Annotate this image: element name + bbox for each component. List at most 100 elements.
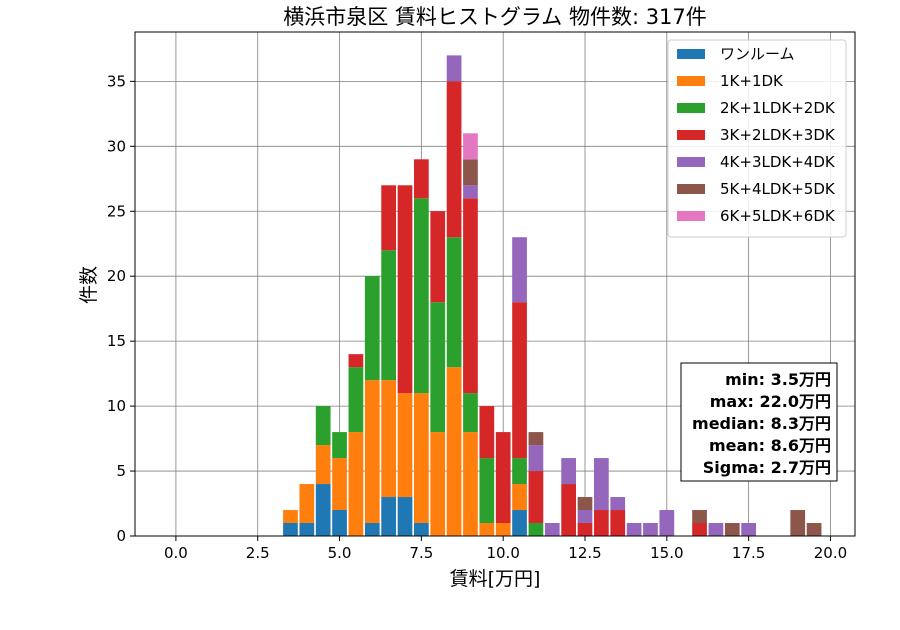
bar-segment-4 bbox=[414, 159, 429, 199]
legend-swatch bbox=[677, 157, 705, 167]
bar-segment-3 bbox=[479, 458, 495, 524]
bar-segment-2 bbox=[397, 393, 413, 498]
bar-segment-1 bbox=[381, 497, 396, 536]
bar-segment-3 bbox=[446, 237, 462, 368]
bar-segment-4 bbox=[561, 484, 576, 536]
chart-title: 横浜市泉区 賃料ヒストグラム 物件数: 317件 bbox=[283, 5, 707, 29]
bar-segment-6 bbox=[724, 523, 740, 536]
bar-segment-6 bbox=[806, 523, 822, 536]
y-tick-label: 5 bbox=[116, 462, 126, 480]
bar-segment-5 bbox=[741, 523, 756, 536]
bar-segment-5 bbox=[446, 55, 462, 82]
bar-segment-5 bbox=[643, 523, 658, 536]
bar-segment-7 bbox=[463, 133, 478, 160]
plot-frame bbox=[134, 31, 856, 537]
x-tick-label: 7.5 bbox=[409, 544, 433, 562]
legend-label: 1K+1DK bbox=[720, 72, 784, 90]
bar-segment-3 bbox=[414, 198, 429, 394]
bar-segment-6 bbox=[692, 510, 707, 524]
stats-line: min: 3.5万円 bbox=[725, 370, 831, 389]
grid bbox=[135, 32, 855, 537]
legend-label: 6K+5LDK+6DK bbox=[720, 207, 836, 225]
bar-segment-4 bbox=[495, 432, 511, 524]
bar-segment-4 bbox=[512, 302, 527, 459]
bar-segment-2 bbox=[430, 432, 446, 536]
bar-segment-5 bbox=[610, 497, 626, 511]
bar-segment-1 bbox=[512, 510, 527, 536]
legend: ワンルーム 1K+1DK 2K+1LDK+2DK 3K+2LDK+3DK 4K+3LDK… bbox=[667, 39, 847, 238]
bar-segment-4 bbox=[430, 211, 446, 303]
bar-segment-5 bbox=[528, 445, 544, 472]
bar-segment-2 bbox=[446, 367, 462, 536]
bar-segment-5 bbox=[626, 523, 642, 536]
bar-segment-2 bbox=[414, 393, 429, 524]
x-tick-label: 2.5 bbox=[246, 544, 270, 562]
bar-segment-4 bbox=[397, 185, 413, 394]
legend-swatch bbox=[677, 49, 705, 59]
bar-segment-1 bbox=[299, 523, 315, 536]
bar-segment-2 bbox=[512, 484, 527, 511]
bar-segment-4 bbox=[446, 81, 462, 238]
bar-segment-1 bbox=[283, 523, 298, 536]
legend-swatch bbox=[677, 211, 705, 221]
bar-segment-2 bbox=[479, 523, 495, 536]
legend-swatch bbox=[677, 130, 705, 140]
bar-segment-4 bbox=[610, 510, 626, 536]
x-tick-label: 20.0 bbox=[814, 544, 847, 562]
legend-swatch bbox=[677, 184, 705, 194]
bar-segment-1 bbox=[332, 510, 347, 536]
bars bbox=[283, 55, 822, 536]
bar-segment-3 bbox=[364, 276, 380, 381]
bar-segment-2 bbox=[299, 484, 315, 524]
x-tick-label: 15.0 bbox=[650, 544, 683, 562]
legend-box bbox=[667, 39, 847, 238]
legend-label: 5K+4LDK+5DK bbox=[720, 180, 836, 198]
bar-segment-5 bbox=[512, 237, 527, 303]
bar-segment-5 bbox=[577, 510, 593, 524]
y-tick-label: 30 bbox=[107, 137, 126, 155]
bar-segment-4 bbox=[463, 198, 478, 394]
bar-segment-3 bbox=[381, 250, 396, 381]
y-tick-label: 15 bbox=[107, 332, 126, 350]
stats-line: mean: 8.6万円 bbox=[709, 436, 831, 455]
bar-segment-2 bbox=[283, 510, 298, 524]
legend-label: 3K+2LDK+3DK bbox=[720, 126, 836, 144]
bar-segment-4 bbox=[692, 523, 707, 536]
legend-label: 4K+3LDK+4DK bbox=[720, 153, 836, 171]
bar-segment-5 bbox=[659, 510, 675, 536]
bar-segment-4 bbox=[348, 354, 364, 368]
bar-segment-5 bbox=[561, 458, 576, 485]
bar-segment-4 bbox=[479, 406, 495, 459]
x-tick-label: 0.0 bbox=[164, 544, 188, 562]
bar-segment-3 bbox=[512, 458, 527, 485]
y-tick-label: 25 bbox=[107, 202, 126, 220]
y-tick-label: 0 bbox=[116, 527, 126, 545]
x-tick-label: 10.0 bbox=[486, 544, 519, 562]
bar-segment-1 bbox=[397, 497, 413, 536]
bar-segment-5 bbox=[594, 458, 609, 511]
stats-line: max: 22.0万円 bbox=[710, 392, 831, 411]
y-tick-label: 35 bbox=[107, 72, 126, 90]
bar-segment-3 bbox=[528, 523, 544, 536]
bar-segment-2 bbox=[381, 380, 396, 498]
legend-label: ワンルーム bbox=[720, 45, 795, 63]
stats-line: Sigma: 2.7万円 bbox=[703, 458, 831, 477]
y-axis-label: 件数 bbox=[78, 266, 100, 304]
x-axis-label: 賃料[万円] bbox=[450, 568, 541, 590]
bar-segment-4 bbox=[594, 510, 609, 536]
bar-segment-1 bbox=[414, 523, 429, 536]
legend-swatch bbox=[677, 76, 705, 86]
bar-segment-4 bbox=[577, 523, 593, 536]
bar-segment-5 bbox=[463, 185, 478, 199]
bar-segment-3 bbox=[348, 367, 364, 433]
bar-segment-4 bbox=[528, 471, 544, 524]
bar-segment-6 bbox=[463, 159, 478, 186]
x-tick-label: 5.0 bbox=[328, 544, 352, 562]
bar-segment-1 bbox=[364, 523, 380, 536]
bar-segment-5 bbox=[544, 523, 560, 536]
bar-segment-3 bbox=[463, 393, 478, 433]
bar-segment-2 bbox=[332, 458, 347, 511]
bar-segment-3 bbox=[315, 406, 331, 446]
x-tick-label: 17.5 bbox=[732, 544, 765, 562]
